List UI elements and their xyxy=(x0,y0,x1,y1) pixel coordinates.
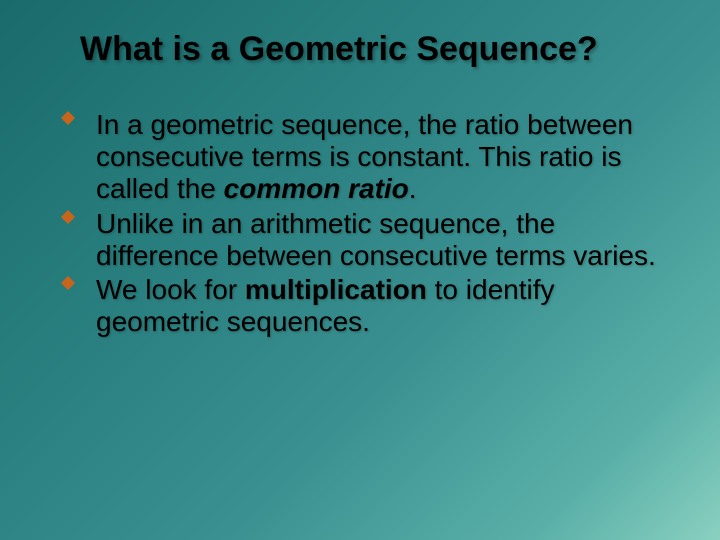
bullet-item: In a geometric sequence, the ratio betwe… xyxy=(68,109,670,206)
bullet-text: Unlike in an arithmetic sequence, the di… xyxy=(96,208,656,271)
text-run: We look for xyxy=(96,274,245,305)
slide-container: What is a Geometric Sequence? In a geome… xyxy=(0,0,720,540)
text-run: multiplication xyxy=(245,274,427,305)
bullet-text: We look for multiplication to identify g… xyxy=(96,274,555,337)
bullet-text: In a geometric sequence, the ratio betwe… xyxy=(96,109,633,204)
text-run: common ratio xyxy=(224,173,409,204)
slide-title: What is a Geometric Sequence? xyxy=(50,30,670,69)
text-run: . xyxy=(409,173,417,204)
text-run: Unlike in an arithmetic sequence, the di… xyxy=(96,208,656,271)
bullet-list: In a geometric sequence, the ratio betwe… xyxy=(50,109,670,338)
bullet-item: We look for multiplication to identify g… xyxy=(68,274,670,338)
bullet-item: Unlike in an arithmetic sequence, the di… xyxy=(68,208,670,272)
